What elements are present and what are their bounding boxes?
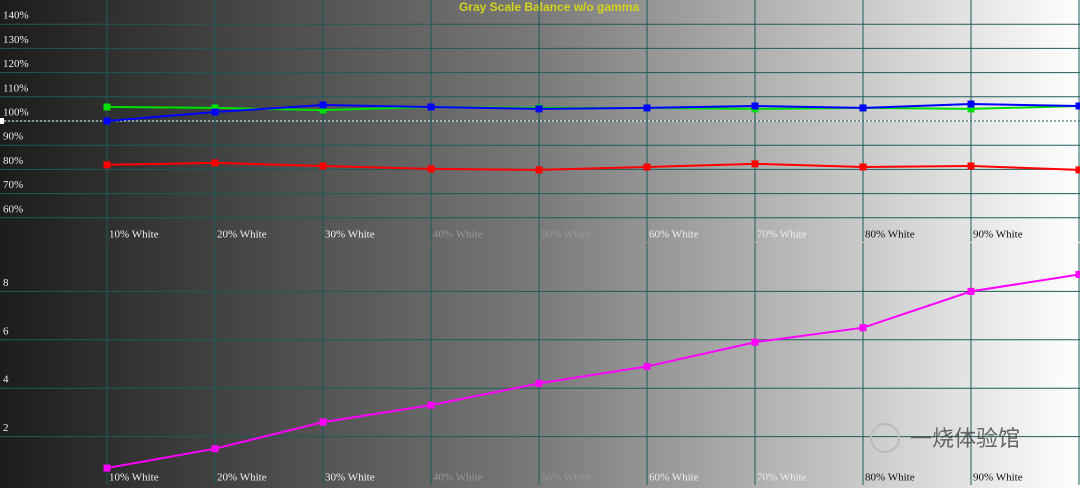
point <box>535 166 543 174</box>
x-tick-label: 90% White <box>973 472 1023 484</box>
point <box>1075 102 1080 110</box>
x-tick-label: 90% White <box>973 229 1023 241</box>
y-tick-label: 130% <box>3 34 29 46</box>
point <box>427 401 435 409</box>
x-tick-label: 20% White <box>217 229 267 241</box>
y-tick-label: 110% <box>3 82 28 94</box>
series-line <box>106 161 1080 171</box>
y-tick-label: 70% <box>3 179 23 191</box>
point <box>1075 270 1080 278</box>
y-tick-label: 140% <box>3 10 29 22</box>
point <box>319 101 327 109</box>
point <box>211 159 219 167</box>
point <box>643 104 651 112</box>
point <box>859 324 867 332</box>
x-tick-label: 30% White <box>325 472 375 484</box>
reference-marker <box>0 118 4 124</box>
point <box>967 100 975 108</box>
point <box>211 104 219 112</box>
point <box>319 418 327 426</box>
y-tick-label: 4 <box>3 374 9 386</box>
watermark-icon <box>870 423 900 453</box>
point <box>535 105 543 113</box>
y-tick-label: 2 <box>3 422 9 434</box>
x-tick-label: 30% White <box>325 229 375 241</box>
series-line <box>106 103 1080 122</box>
point <box>967 105 975 113</box>
point <box>967 162 975 170</box>
x-tick-label: 50% White <box>541 229 591 241</box>
series-line <box>106 273 1080 470</box>
x-tick-label: 40% White <box>433 229 483 241</box>
x-tick-label: 10% White <box>109 229 159 241</box>
point <box>643 362 651 370</box>
y-tick-label: 60% <box>3 203 23 215</box>
x-tick-label: 80% White <box>865 229 915 241</box>
y-tick-label: 80% <box>3 155 23 167</box>
point <box>427 165 435 173</box>
point <box>967 287 975 295</box>
point <box>427 103 435 111</box>
point <box>103 161 111 169</box>
x-tick-label: 80% White <box>865 472 915 484</box>
y-tick-label: 6 <box>3 325 9 337</box>
point <box>643 163 651 171</box>
point <box>751 102 759 110</box>
point <box>751 338 759 346</box>
point <box>535 379 543 387</box>
x-tick-label: 60% White <box>649 229 699 241</box>
point <box>859 163 867 171</box>
point <box>211 108 219 116</box>
y-tick-label: 100% <box>3 107 29 119</box>
point <box>859 104 867 112</box>
y-tick-label: 90% <box>3 131 23 143</box>
y-tick-label: 8 <box>3 277 9 289</box>
point <box>211 445 219 453</box>
x-tick-label: 50% White <box>541 472 591 484</box>
point <box>319 162 327 170</box>
x-tick-label: 10% White <box>109 472 159 484</box>
watermark: 一烧体验馆 <box>910 427 1020 452</box>
point <box>103 464 111 472</box>
x-tick-label: 20% White <box>217 472 267 484</box>
chart-title: Gray Scale Balance w/o gamma <box>459 0 639 14</box>
x-tick-label: 70% White <box>757 472 807 484</box>
x-tick-label: 40% White <box>433 472 483 484</box>
y-tick-label: 120% <box>3 58 29 70</box>
x-tick-label: 60% White <box>649 472 699 484</box>
point <box>103 103 111 111</box>
point <box>1075 166 1080 174</box>
point <box>319 106 327 114</box>
x-tick-label: 70% White <box>757 229 807 241</box>
point <box>751 160 759 168</box>
point <box>103 117 111 125</box>
